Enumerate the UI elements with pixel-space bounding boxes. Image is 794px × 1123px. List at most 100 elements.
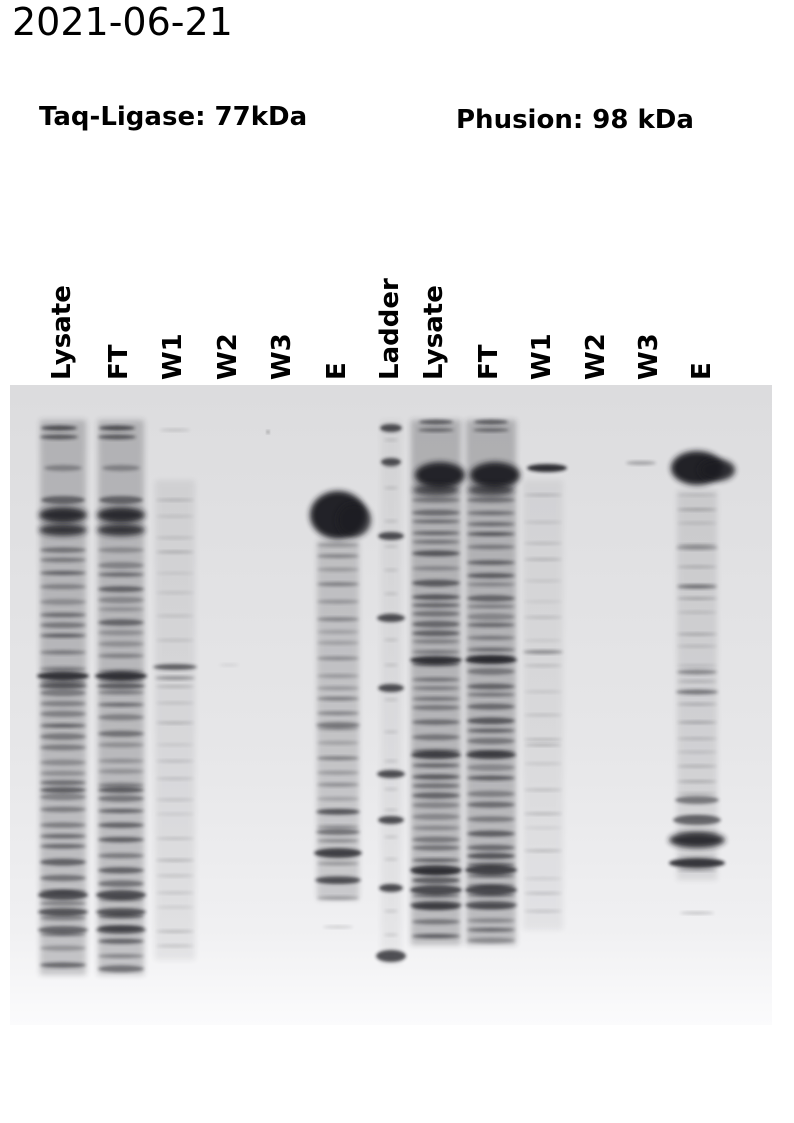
gel-band bbox=[39, 524, 87, 536]
gel-band bbox=[412, 649, 460, 655]
gel-band bbox=[98, 787, 144, 793]
gel-band bbox=[317, 567, 359, 572]
gel-band bbox=[468, 484, 514, 496]
gel-band bbox=[467, 717, 515, 725]
gel-band bbox=[156, 614, 194, 618]
gel-band bbox=[98, 730, 144, 737]
gel-band bbox=[677, 679, 717, 683]
gel-band bbox=[524, 615, 562, 619]
gel-band bbox=[524, 849, 562, 853]
gel-band bbox=[40, 547, 86, 553]
gel-band bbox=[317, 629, 359, 634]
gel-band bbox=[98, 953, 144, 959]
gel-band bbox=[525, 743, 561, 747]
gel-band bbox=[412, 774, 460, 780]
gel-band bbox=[467, 830, 515, 837]
gel-band bbox=[40, 787, 86, 793]
gel-band bbox=[467, 852, 515, 860]
gel-band bbox=[410, 885, 462, 895]
gel-band bbox=[699, 459, 735, 481]
gel-band bbox=[410, 901, 462, 909]
gel-band bbox=[98, 965, 144, 973]
gel-band bbox=[39, 507, 87, 523]
gel-band bbox=[412, 610, 460, 617]
gel-band bbox=[677, 854, 717, 858]
gel-band bbox=[316, 829, 360, 835]
gel-band bbox=[524, 664, 562, 668]
gel-band bbox=[527, 464, 567, 472]
gel-band bbox=[677, 610, 717, 614]
gel-band bbox=[384, 613, 398, 617]
gel-band bbox=[99, 496, 143, 504]
gel-band bbox=[98, 641, 144, 647]
gel-band bbox=[467, 927, 515, 932]
gel-band bbox=[384, 835, 398, 839]
gel-band bbox=[156, 685, 194, 689]
gel-band bbox=[467, 497, 515, 503]
gel-band bbox=[317, 582, 359, 587]
gel-band bbox=[677, 543, 717, 547]
gel-band bbox=[465, 885, 517, 895]
gel-band bbox=[410, 656, 462, 664]
gel-band bbox=[317, 640, 359, 645]
gel-band bbox=[412, 531, 460, 536]
gel-band bbox=[524, 738, 562, 742]
gel-band bbox=[40, 650, 86, 655]
gel-band bbox=[40, 874, 86, 882]
gel-band bbox=[40, 822, 86, 828]
gel-band bbox=[412, 783, 460, 789]
gel-band bbox=[467, 801, 515, 808]
gel-band bbox=[412, 594, 460, 600]
gel-band bbox=[98, 714, 144, 721]
gel-band bbox=[317, 686, 359, 691]
gel-band bbox=[384, 438, 398, 442]
gel-band bbox=[677, 780, 717, 784]
gel-band bbox=[96, 908, 146, 916]
gel-band bbox=[412, 836, 460, 843]
gel-band bbox=[40, 700, 86, 707]
gel-band bbox=[412, 845, 460, 851]
lane-label: W1 bbox=[527, 333, 557, 380]
gel-band bbox=[384, 592, 398, 596]
ladder-band bbox=[380, 424, 402, 432]
gel-band bbox=[156, 858, 194, 862]
gel-band bbox=[40, 612, 86, 618]
gel-band bbox=[677, 632, 717, 636]
gel-band bbox=[384, 909, 398, 913]
gel-band bbox=[156, 536, 194, 540]
gel-band bbox=[524, 826, 562, 830]
gel-band bbox=[160, 428, 190, 432]
gel-band bbox=[467, 622, 515, 628]
gel-band bbox=[317, 770, 359, 775]
gel-band bbox=[524, 639, 562, 643]
gel-band bbox=[40, 833, 86, 839]
gel-band bbox=[412, 696, 460, 701]
ladder-band bbox=[378, 684, 404, 692]
gel-band bbox=[384, 698, 398, 702]
gel-band bbox=[37, 671, 89, 681]
gel-band bbox=[412, 792, 460, 799]
gel-band bbox=[40, 843, 86, 849]
lane-label: FT bbox=[104, 344, 134, 381]
gel-band bbox=[98, 880, 144, 888]
gel-band bbox=[412, 602, 460, 608]
gel-band bbox=[317, 711, 359, 716]
gel-band bbox=[98, 808, 144, 814]
lane-label: E bbox=[322, 362, 352, 380]
gel-band bbox=[524, 541, 562, 545]
gel-band bbox=[412, 825, 460, 831]
gel-band bbox=[467, 728, 515, 733]
gel-band bbox=[524, 600, 562, 604]
gel-band bbox=[156, 891, 194, 895]
gel-band bbox=[467, 635, 515, 641]
gel-band bbox=[467, 873, 515, 879]
gel-band bbox=[98, 782, 144, 788]
gel-band bbox=[412, 620, 460, 628]
gel-band bbox=[323, 925, 353, 929]
gel-band bbox=[677, 764, 717, 768]
gel-band bbox=[40, 689, 86, 697]
gel-band bbox=[156, 571, 194, 575]
gel-band bbox=[384, 519, 398, 523]
gel-band bbox=[523, 650, 563, 654]
gel-band bbox=[384, 730, 398, 734]
